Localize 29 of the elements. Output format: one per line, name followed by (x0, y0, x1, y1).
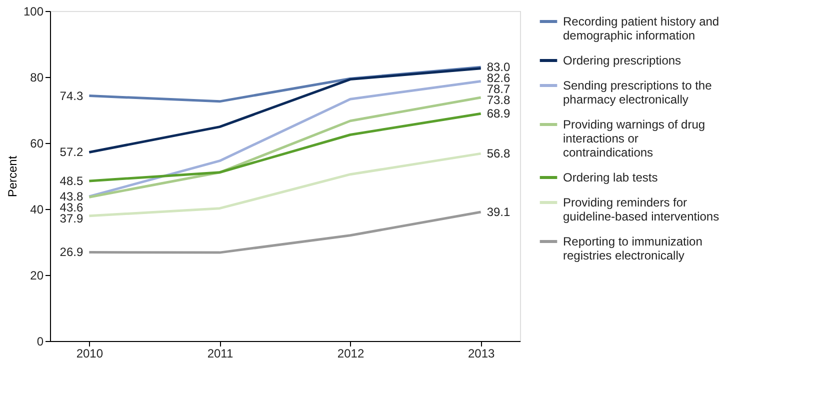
legend-label: Ordering prescriptions (563, 54, 682, 68)
y-tick-label: 100 (23, 4, 44, 18)
y-tick-label: 40 (30, 202, 44, 216)
legend-label: Sending prescriptions to the pharmacy electronically (563, 78, 712, 106)
legend-label: Ordering lab tests (563, 170, 658, 184)
x-tick-label: 2013 (468, 346, 496, 360)
y-tick-label: 20 (30, 268, 44, 282)
line-series (88, 67, 482, 154)
data-label: 39.1 (486, 204, 511, 219)
legend-label: Recording patient history and demographic information (563, 14, 720, 42)
legend-label: Reporting to immunization registries electronically (563, 234, 702, 262)
data-label: 57.2 (60, 145, 84, 160)
y-tick-label: 80 (30, 70, 44, 84)
data-label: 56.8 (486, 146, 511, 161)
x-tick-label: 2012 (337, 346, 364, 360)
data-label: 74.3 (60, 88, 84, 103)
x-tick-label: 2011 (207, 346, 234, 360)
data-label: 26.9 (60, 245, 84, 260)
legend-label: Providing reminders for guideline-based interventions (563, 196, 720, 224)
y-axis-title: Percent (5, 155, 20, 198)
y-tick-label: 60 (30, 136, 44, 150)
data-label: 48.5 (60, 174, 84, 188)
line-series (88, 152, 482, 218)
data-label: 68.9 (486, 106, 511, 121)
line-series (88, 112, 482, 182)
line-series (88, 210, 482, 254)
y-tick-label: 0 (36, 334, 44, 348)
legend-label: Providing warnings of drug interactions or contraindications (563, 118, 706, 160)
x-tick-label: 2010 (76, 346, 104, 360)
